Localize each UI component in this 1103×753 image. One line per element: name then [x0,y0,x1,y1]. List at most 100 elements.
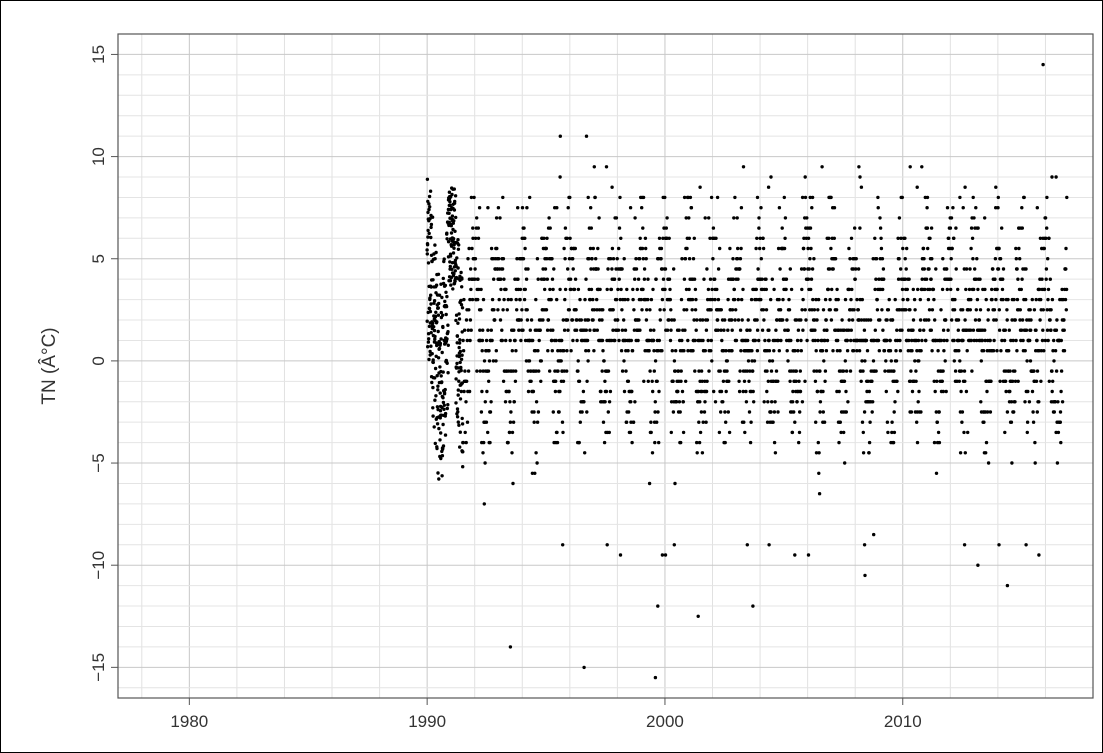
data-point [873,328,877,332]
data-point [803,379,807,383]
data-point [854,267,858,271]
data-point [929,226,934,230]
data-point [838,349,842,353]
data-point [1052,410,1057,414]
data-point [836,338,840,343]
data-point [1060,287,1064,292]
data-point [809,246,813,251]
data-point [812,257,816,261]
data-point [879,246,884,251]
data-point [679,440,683,445]
data-point [600,338,605,343]
data-point [1035,410,1040,414]
data-point [934,471,939,475]
data-point [524,277,529,281]
data-point [456,247,461,251]
data-point [478,328,482,332]
data-point [641,226,645,230]
data-point [732,297,737,302]
data-point [930,349,934,353]
data-point [755,236,759,240]
data-point [438,341,443,346]
data-point [797,379,801,383]
data-point [510,430,515,435]
data-point [870,410,874,414]
data-point [831,267,835,271]
data-point [592,349,596,353]
data-point [898,349,903,353]
data-point [449,231,454,235]
data-point [971,257,975,261]
data-point [653,359,658,363]
data-point [489,328,493,332]
data-point [1045,226,1049,230]
data-point [904,308,908,312]
data-point [860,359,864,363]
data-point [1009,420,1014,424]
data-point [920,338,924,343]
data-point [488,440,492,445]
data-point [468,297,472,302]
data-point [844,410,848,414]
data-point [577,440,581,445]
data-point [906,297,910,302]
data-point [504,287,508,292]
data-point [780,226,784,230]
data-point [896,277,901,281]
data-point [932,440,937,445]
data-point [1050,297,1055,302]
data-point [634,257,638,261]
data-point [583,451,587,455]
data-point [486,206,490,210]
data-point [660,553,665,557]
data-point [986,308,990,312]
data-point [737,389,742,394]
data-point [859,379,863,383]
data-point [863,573,867,578]
data-point [605,543,609,547]
data-point [648,369,652,373]
data-point [889,359,893,363]
data-point [1041,308,1046,312]
data-point [575,338,579,343]
data-point [501,308,505,312]
data-point [479,308,483,312]
data-point [486,430,490,435]
data-point [466,328,470,332]
data-point [761,308,766,312]
data-point [457,354,461,359]
data-point [431,278,435,282]
data-point [558,134,562,138]
data-point [1055,318,1059,322]
data-point [457,341,462,345]
data-point [900,195,904,200]
data-point [876,338,881,343]
data-point [925,195,930,200]
data-point [1037,287,1042,292]
data-point [461,349,466,353]
y-tick-label: −10 [89,551,108,580]
data-point [481,369,485,373]
data-point [658,308,662,312]
data-point [842,430,846,435]
data-point [459,270,463,275]
data-point [529,379,533,383]
data-point [453,199,457,204]
data-point [810,195,815,200]
data-point [607,400,612,404]
data-point [731,277,735,281]
data-point [800,287,804,292]
data-point [603,400,607,404]
data-point [933,389,937,394]
data-point [798,389,803,394]
data-point [823,297,828,302]
data-point [779,338,783,343]
data-point [441,422,445,427]
data-point [719,410,723,414]
data-point [714,236,718,240]
data-point [461,338,465,343]
data-point [689,206,694,210]
data-point [614,297,619,302]
data-point [763,338,767,343]
data-point [892,410,896,414]
